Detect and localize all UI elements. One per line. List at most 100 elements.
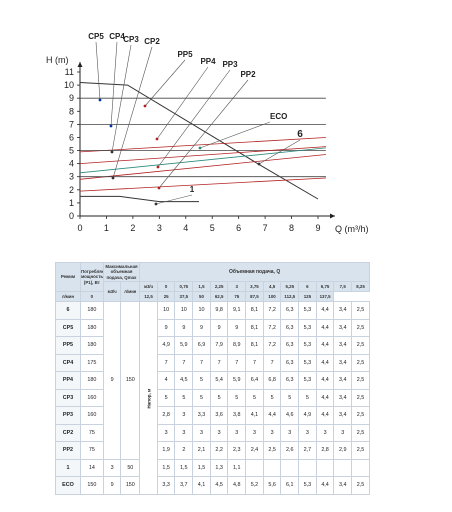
cell-value-4-10: 3,4 (333, 371, 353, 390)
cell-value-2-5: 8,1 (245, 336, 264, 355)
cell-value-6-3: 3,6 (209, 406, 229, 425)
cell-value-3-0: 7 (156, 353, 176, 372)
cell-value-8-9: 2,8 (315, 441, 335, 460)
leader-dot-6 (257, 162, 261, 166)
header-flow-m3h-2: 1,5 (192, 281, 211, 292)
cell-mode-5: CP3 (55, 388, 81, 407)
cell-mode-0: 6 (55, 301, 81, 320)
cell-mode-2: PP5 (55, 336, 81, 355)
cell-value-2-6: 7,2 (262, 336, 282, 355)
leader-line-cp2 (112, 46, 153, 179)
cell-value-0-2: 10 (192, 301, 211, 320)
cell-power-4: 180 (79, 371, 104, 390)
x-tick-label-1: 1 (104, 223, 109, 233)
cell-value-4-9: 4,4 (315, 371, 335, 390)
cell-value-7-7: 3 (280, 423, 300, 442)
cell-power-5: 160 (79, 388, 104, 407)
cell-qmax-lmin-9: 50 (120, 458, 141, 477)
cell-value-0-1: 10 (174, 301, 194, 320)
cell-value-7-8: 3 (298, 423, 317, 442)
cell-value-4-4: 5,9 (227, 371, 247, 390)
cell-value-5-1: 5 (174, 388, 194, 407)
header-flow-lmin-5: 62,5 (209, 291, 229, 302)
cell-value-3-7: 6,3 (280, 353, 300, 372)
cell-value-10-4: 4,8 (227, 476, 247, 495)
cell-value-9-10 (333, 458, 353, 477)
header-flow-lmin-11: 137,5 (315, 291, 335, 302)
cell-value-6-11: 2,5 (351, 406, 370, 425)
cell-value-6-7: 4,6 (280, 406, 300, 425)
header-flow-m3h-1: 0,75 (174, 281, 194, 292)
cell-value-8-7: 2,6 (280, 441, 300, 460)
header-qmax: Максимальная объемная подача, Qmax (102, 262, 141, 282)
cell-value-10-5: 5,2 (245, 476, 264, 495)
y-tick-label-3: 3 (69, 172, 74, 182)
cell-value-1-6: 7,2 (262, 318, 282, 337)
cell-value-9-7 (280, 458, 300, 477)
cell-value-5-0: 5 (156, 388, 176, 407)
cell-value-4-3: 5,4 (209, 371, 229, 390)
cell-value-0-7: 6,3 (280, 301, 300, 320)
cell-value-9-6 (262, 458, 282, 477)
cell-value-6-10: 3,4 (333, 406, 353, 425)
cell-value-9-1: 1,5 (174, 458, 194, 477)
x-tick-label-6: 6 (236, 223, 241, 233)
cell-value-5-11: 2,5 (351, 388, 370, 407)
header-flow-lmin-10: 125 (298, 291, 317, 302)
cell-value-3-2: 7 (192, 353, 211, 372)
header-flow-m3h-11: 8,25 (351, 281, 370, 292)
cell-value-4-11: 2,5 (351, 371, 370, 390)
cell-value-2-4: 8,9 (227, 336, 247, 355)
performance-table: Режим Потребляемая мощность (P1), Вт Мак… (55, 262, 370, 495)
header-flow-unit-m3h: м3/ч (139, 281, 158, 292)
cell-value-8-6: 2,5 (262, 441, 282, 460)
cell-value-6-0: 2,8 (156, 406, 176, 425)
cell-value-10-3: 4,5 (209, 476, 229, 495)
label-cp3: CP3 (123, 35, 139, 44)
cell-value-7-11: 2,5 (351, 423, 370, 442)
label-pp3: PP3 (222, 60, 238, 69)
label-pp4: PP4 (200, 57, 216, 66)
cell-value-4-2: 5 (192, 371, 211, 390)
header-flow-m3h-10: 7,5 (333, 281, 353, 292)
header-flow-m3h-8: 6 (298, 281, 317, 292)
cell-value-10-7: 6,1 (280, 476, 300, 495)
x-axis-label: Q (m³/h) (335, 224, 369, 234)
cell-value-4-8: 5,3 (298, 371, 317, 390)
cell-value-5-10: 3,4 (333, 388, 353, 407)
header-lmin-row: л/мин 0 12,5 25 37,5 50 62,5 75 87,5 100 112,5 125 1… (55, 291, 370, 302)
cell-value-7-4: 3 (227, 423, 247, 442)
cell-head-axis: Напор, м (139, 301, 158, 494)
cell-value-6-8: 4,9 (298, 406, 317, 425)
y-tick-label-11: 11 (65, 67, 74, 77)
cell-mode-7: CP2 (55, 423, 81, 442)
header-qmax-unit-m3h: м3/ч (102, 281, 122, 302)
cell-value-6-2: 3,3 (192, 406, 211, 425)
header-flow-lmin-2: 25 (156, 291, 176, 302)
table-row: CP5 180 9 9 9 9 9 8,1 7,2 6,3 5,3 4,4 3,4 2,5 (55, 318, 370, 337)
header-flow-unit-lmin: л/мин (55, 291, 81, 302)
cell-value-2-2: 6,9 (192, 336, 211, 355)
x-axis-arrow (330, 213, 335, 219)
leader-dot-pp4 (155, 137, 159, 141)
header-flow-lmin-7: 87,5 (245, 291, 264, 302)
cell-value-8-5: 2,4 (245, 441, 264, 460)
cell-value-6-6: 4,4 (262, 406, 282, 425)
y-tick-label-4: 4 (69, 159, 74, 169)
cell-value-3-8: 5,3 (298, 353, 317, 372)
cell-power-9: 14 (79, 458, 104, 477)
cell-value-5-8: 5 (298, 388, 317, 407)
cell-power-0: 180 (79, 301, 104, 320)
cell-value-5-3: 5 (209, 388, 229, 407)
cell-value-10-11: 2,5 (351, 476, 370, 495)
cell-value-2-9: 4,4 (315, 336, 335, 355)
cell-value-2-8: 5,3 (298, 336, 317, 355)
header-flow-lmin-3: 37,5 (174, 291, 194, 302)
cell-power-10: 150 (79, 476, 104, 495)
cell-value-6-4: 3,8 (227, 406, 247, 425)
cell-value-7-9: 3 (315, 423, 335, 442)
cell-value-5-7: 5 (280, 388, 300, 407)
cell-value-1-2: 9 (192, 318, 211, 337)
table-row: PP3 160 2,8 3 3,3 3,6 3,8 4,1 4,4 4,6 4,9 4,4 3,4 2,5 (55, 406, 370, 425)
cell-value-6-9: 4,4 (315, 406, 335, 425)
